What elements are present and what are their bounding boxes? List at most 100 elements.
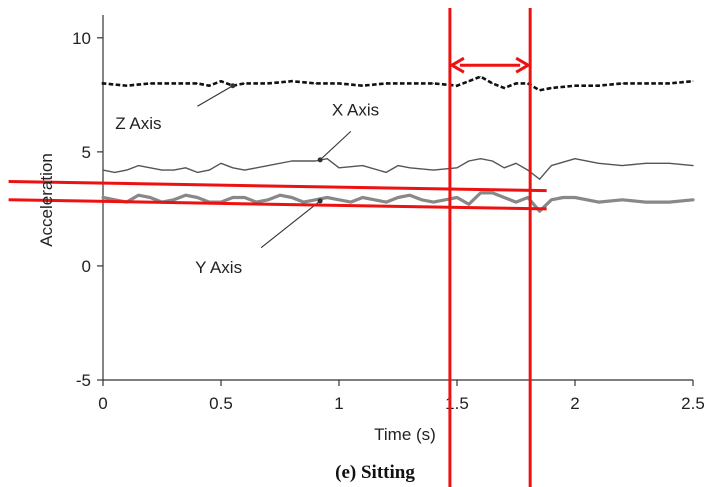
data-point-y-axis (468, 203, 470, 205)
series-lines (101, 75, 695, 213)
data-point-z-axis (196, 82, 198, 85)
data-point-y-axis (385, 201, 387, 203)
data-point-x-axis (326, 158, 328, 160)
series-callouts: Z Axis X Axis Y Axis (115, 83, 379, 277)
data-point-y-axis (338, 199, 340, 201)
data-point-x-axis (291, 160, 293, 162)
data-point-y-axis (244, 196, 246, 199)
data-point-x-axis (196, 171, 198, 174)
data-point-y-axis (102, 196, 104, 199)
data-point-x-axis (515, 162, 517, 164)
data-point-x-axis (185, 167, 187, 169)
red-trend-line (8, 180, 547, 193)
red-arrow-head-right (515, 56, 530, 74)
data-point-z-axis (503, 87, 505, 89)
data-point-z-axis (267, 82, 269, 85)
data-point-y-axis (173, 199, 175, 201)
data-point-x-axis (409, 167, 411, 169)
data-point-z-axis (527, 82, 529, 85)
data-point-x-axis (503, 167, 505, 169)
data-point-x-axis (397, 164, 399, 167)
data-point-y-axis (196, 196, 198, 199)
data-point-x-axis (491, 160, 493, 162)
y-tick-label: 0 (82, 257, 91, 276)
data-point-x-axis (114, 171, 116, 174)
y-tick-label: -5 (76, 371, 91, 390)
data-point-x-axis (137, 164, 139, 167)
data-point-y-axis (291, 196, 293, 199)
callout-dot-z-axis (230, 83, 236, 89)
data-point-z-axis (668, 82, 671, 85)
data-point-x-axis (432, 169, 434, 171)
data-point-z-axis (244, 82, 246, 85)
data-point-z-axis (468, 80, 470, 82)
callout-dot-x-axis (317, 157, 323, 163)
data-point-y-axis (350, 201, 352, 203)
data-point-y-axis (149, 196, 151, 199)
data-point-z-axis (692, 80, 694, 82)
x-tick-label: 0 (98, 394, 107, 413)
data-point-x-axis (668, 162, 671, 164)
data-point-y-axis (598, 201, 600, 203)
data-point-z-axis (491, 82, 493, 85)
data-point-z-axis (149, 82, 151, 85)
data-point-y-axis (232, 196, 234, 199)
data-point-z-axis (645, 82, 647, 85)
callout-dot-y-axis (317, 198, 323, 204)
data-point-y-axis (515, 201, 517, 203)
x-tick-label: 0.5 (209, 394, 233, 413)
callout-line-x-axis (319, 130, 352, 161)
data-point-z-axis (338, 82, 340, 85)
data-point-y-axis (668, 201, 671, 203)
data-point-y-axis (326, 196, 328, 199)
series-label-y-axis: Y Axis (195, 258, 242, 277)
data-point-y-axis (279, 194, 281, 196)
data-point-x-axis (574, 158, 576, 160)
data-point-x-axis (621, 164, 623, 167)
data-point-y-axis (444, 199, 446, 201)
data-point-z-axis (291, 80, 293, 82)
data-point-y-axis (539, 210, 541, 212)
data-point-z-axis (515, 82, 517, 85)
data-point-x-axis (126, 169, 128, 171)
data-point-z-axis (621, 82, 623, 85)
data-point-y-axis (397, 196, 399, 199)
data-point-y-axis (621, 199, 623, 201)
callout-line-y-axis (260, 200, 321, 249)
red-arrow-head-left (450, 56, 465, 74)
data-point-x-axis (550, 164, 553, 167)
data-point-x-axis (102, 169, 104, 171)
data-point-z-axis (385, 82, 387, 85)
figure-caption: (e) Sitting (335, 462, 415, 483)
data-point-x-axis (468, 160, 470, 162)
data-point-z-axis (456, 85, 458, 87)
data-point-y-axis (480, 192, 482, 194)
data-point-x-axis (161, 169, 163, 171)
data-point-y-axis (137, 194, 139, 196)
data-point-y-axis (527, 196, 529, 199)
data-point-x-axis (208, 169, 210, 171)
data-point-z-axis (574, 85, 576, 87)
data-point-z-axis (173, 82, 175, 85)
data-point-y-axis (409, 194, 411, 196)
data-point-y-axis (373, 199, 375, 201)
data-point-y-axis (185, 194, 187, 196)
data-point-z-axis (362, 85, 364, 87)
data-point-x-axis (149, 167, 151, 169)
series-line-y-axis (101, 191, 695, 213)
data-point-x-axis (338, 167, 340, 169)
data-point-y-axis (491, 192, 493, 194)
red-trend-line (8, 198, 547, 211)
callout-line-z-axis (197, 85, 234, 107)
data-point-x-axis (385, 171, 387, 174)
series-line-x-axis (102, 157, 694, 180)
x-tick-label: 2 (570, 394, 579, 413)
data-point-z-axis (102, 82, 104, 85)
data-point-y-axis (267, 199, 269, 201)
red-annotations (8, 8, 547, 487)
data-point-y-axis (456, 196, 458, 199)
data-point-x-axis (267, 164, 269, 167)
